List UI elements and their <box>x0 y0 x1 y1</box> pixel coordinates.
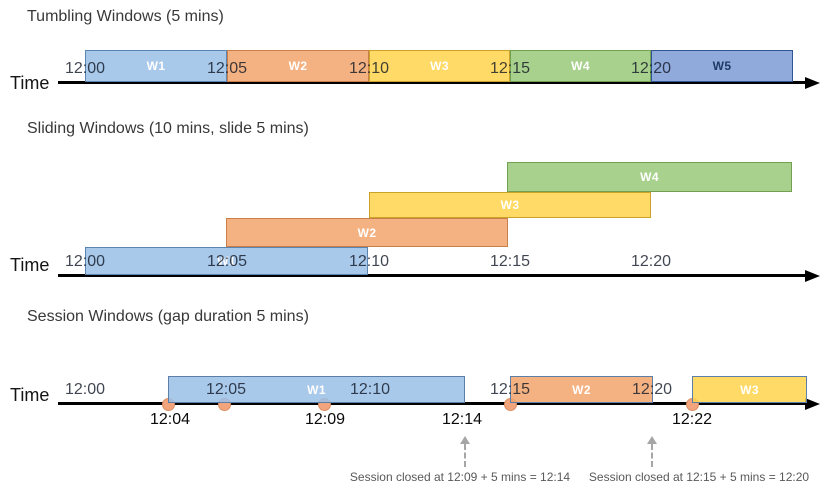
window-label: W3 <box>430 59 449 73</box>
tick-label: 12:05 <box>205 381 247 398</box>
time-axis-label: Time <box>10 255 50 275</box>
window-box-w5: W5 <box>651 50 793 82</box>
window-label: W4 <box>640 170 659 184</box>
time-axis-label: Time <box>10 385 50 405</box>
dashed-arrow <box>464 444 466 467</box>
window-box-w2: W2 <box>510 376 653 403</box>
window-label: W2 <box>572 382 591 397</box>
event-time-label: 12:04 <box>149 411 191 428</box>
window-box-w1: W1 <box>85 50 227 82</box>
window-box-w2: W2 <box>226 218 508 247</box>
time-axis-label: Time <box>10 73 50 93</box>
tick-label: 12:05 <box>206 253 248 270</box>
section-title-session: Session Windows (gap duration 5 mins) <box>27 308 309 325</box>
window-box-w3: W3 <box>692 376 807 403</box>
window-box-w3: W3 <box>369 50 510 82</box>
window-label: W3 <box>500 198 520 212</box>
window-label: W1 <box>146 59 166 73</box>
tick-label: 12:20 <box>631 381 673 398</box>
tick-label: 12:20 <box>630 60 672 77</box>
window-label: W1 <box>217 254 236 268</box>
window-box-w3: W3 <box>369 192 651 218</box>
tick-label: 12:00 <box>64 253 106 270</box>
window-label: W2 <box>288 59 308 73</box>
tick-label: 12:10 <box>348 253 390 270</box>
window-box-w2: W2 <box>227 50 369 82</box>
tick-label: 12:15 <box>489 253 531 270</box>
tick-label: 12:00 <box>64 60 106 77</box>
window-label: W5 <box>712 59 732 73</box>
tick-label: 12:15 <box>489 60 531 77</box>
window-box-w1: W1 <box>85 247 368 275</box>
time-axis-arrowhead-icon <box>805 269 820 282</box>
time-axis <box>58 274 805 277</box>
event-time-label: 12:09 <box>304 411 346 428</box>
window-label: W2 <box>357 225 377 240</box>
window-label: W4 <box>571 59 590 73</box>
window-box-w4: W4 <box>507 162 792 192</box>
tick-label: 12:15 <box>489 381 531 398</box>
tick-label: 12:10 <box>348 60 390 77</box>
time-axis-arrowhead-icon <box>805 76 820 89</box>
window-label: W1 <box>307 382 326 397</box>
dashed-arrow <box>651 444 653 467</box>
tick-label: 12:05 <box>206 60 248 77</box>
time-axis <box>58 402 805 405</box>
event-time-label: 12:22 <box>671 411 713 428</box>
time-axis-arrowhead-icon <box>805 397 820 410</box>
window-box-w4: W4 <box>510 50 651 82</box>
dashed-arrow-head-icon <box>647 436 657 444</box>
window-box-w1: W1 <box>168 376 465 403</box>
event-time-label: 12:14 <box>441 411 483 428</box>
tick-label: 12:10 <box>349 381 391 398</box>
time-axis <box>58 81 805 84</box>
section-title-tumbling: Tumbling Windows (5 mins) <box>27 8 224 25</box>
session-close-note: Session closed at 12:15 + 5 mins = 12:20 <box>588 470 810 484</box>
tick-label: 12:00 <box>64 381 106 398</box>
tick-label: 12:20 <box>630 253 672 270</box>
dashed-arrow-head-icon <box>460 436 470 444</box>
section-title-sliding: Sliding Windows (10 mins, slide 5 mins) <box>27 120 309 137</box>
session-close-note: Session closed at 12:09 + 5 mins = 12:14 <box>349 470 571 484</box>
window-label: W3 <box>740 382 759 397</box>
